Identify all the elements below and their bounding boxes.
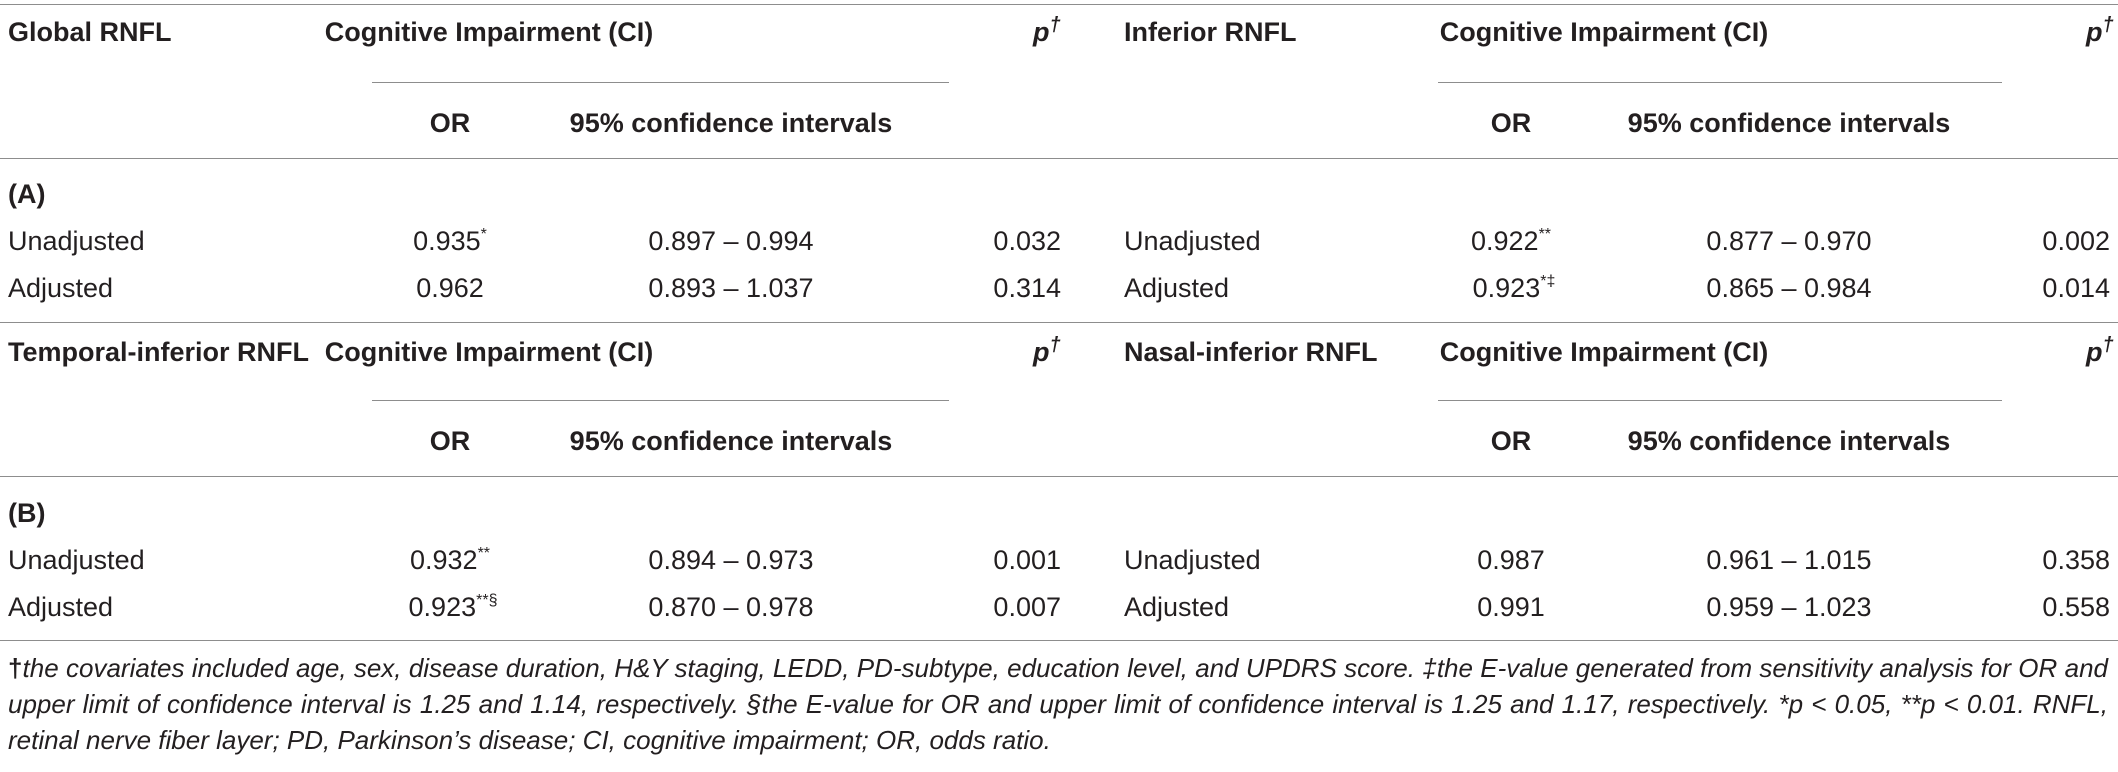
odds-ratio-cell: 0.991 bbox=[1477, 592, 1545, 622]
row-label-header: Nasal-inferior RNFL bbox=[1124, 337, 1378, 367]
or-header: OR bbox=[1490, 426, 1532, 456]
ci-cell: 0.893 – 1.037 bbox=[648, 273, 814, 303]
row-label-header: Global RNFL bbox=[8, 17, 172, 47]
row-label: Unadjusted bbox=[1124, 226, 1261, 256]
p-value-cell: 0.358 bbox=[2042, 545, 2110, 575]
section-label: (B) bbox=[8, 498, 46, 528]
group-header-rule bbox=[1438, 82, 2002, 83]
p-value-cell: 0.314 bbox=[993, 273, 1061, 303]
p-header: p† bbox=[1033, 334, 1061, 367]
odds-ratio-cell: 0.932** bbox=[409, 545, 491, 575]
ci-header: 95% confidence intervals bbox=[569, 426, 893, 456]
or-header: OR bbox=[429, 426, 471, 456]
p-value-cell: 0.007 bbox=[993, 592, 1061, 622]
row-label: Adjusted bbox=[8, 273, 114, 303]
header-bottom-rule bbox=[0, 476, 2118, 477]
header-bottom-rule bbox=[0, 158, 2118, 159]
group-header: Cognitive Impairment (CI) bbox=[1439, 17, 1769, 47]
section-label: (A) bbox=[8, 179, 46, 209]
odds-ratio-cell: 0.962 bbox=[416, 273, 484, 303]
ci-header: 95% confidence intervals bbox=[1627, 426, 1951, 456]
ci-header: 95% confidence intervals bbox=[1627, 108, 1951, 138]
ci-header: 95% confidence intervals bbox=[569, 108, 893, 138]
ci-cell: 0.870 – 0.978 bbox=[648, 592, 814, 622]
odds-ratio-cell: 0.935* bbox=[413, 226, 487, 256]
p-header: p† bbox=[1033, 14, 1061, 47]
ci-cell: 0.959 – 1.023 bbox=[1706, 592, 1872, 622]
p-value-cell: 0.002 bbox=[2042, 226, 2110, 256]
p-header: p† bbox=[2086, 14, 2114, 47]
p-value-cell: 0.032 bbox=[993, 226, 1061, 256]
odds-ratio-cell: 0.987 bbox=[1477, 545, 1545, 575]
odds-ratio-cell: 0.923*‡ bbox=[1472, 273, 1556, 303]
group-header: Cognitive Impairment (CI) bbox=[324, 337, 654, 367]
or-header: OR bbox=[1490, 108, 1532, 138]
odds-ratio-cell: 0.923**§ bbox=[408, 592, 498, 622]
group-header: Cognitive Impairment (CI) bbox=[1439, 337, 1769, 367]
footnote-text: the covariates included age, sex, diseas… bbox=[8, 653, 2108, 755]
table-bottom-rule bbox=[0, 640, 2118, 641]
group-header-rule bbox=[372, 82, 949, 83]
row-label: Adjusted bbox=[8, 592, 114, 622]
group-header-rule bbox=[372, 400, 949, 401]
table-footnote: †the covariates included age, sex, disea… bbox=[8, 650, 2108, 758]
ci-cell: 0.897 – 0.994 bbox=[648, 226, 814, 256]
p-value-cell: 0.001 bbox=[993, 545, 1061, 575]
group-header: Cognitive Impairment (CI) bbox=[324, 17, 654, 47]
ci-cell: 0.865 – 0.984 bbox=[1706, 273, 1872, 303]
row-label-header: Inferior RNFL bbox=[1124, 17, 1297, 47]
odds-ratio-cell: 0.922** bbox=[1470, 226, 1552, 256]
ci-cell: 0.961 – 1.015 bbox=[1706, 545, 1872, 575]
row-label: Unadjusted bbox=[1124, 545, 1261, 575]
ci-cell: 0.894 – 0.973 bbox=[648, 545, 814, 575]
row-label: Unadjusted bbox=[8, 545, 145, 575]
ci-cell: 0.877 – 0.970 bbox=[1706, 226, 1872, 256]
p-value-cell: 0.558 bbox=[2042, 592, 2110, 622]
row-label: Unadjusted bbox=[8, 226, 145, 256]
row-label: Adjusted bbox=[1124, 592, 1230, 622]
footnote-dagger: † bbox=[8, 653, 23, 683]
table-top-rule bbox=[0, 4, 2118, 5]
block-separator-rule bbox=[0, 322, 2118, 323]
p-value-cell: 0.014 bbox=[2042, 273, 2110, 303]
row-label: Adjusted bbox=[1124, 273, 1230, 303]
row-label-header: Temporal-inferior RNFL bbox=[8, 337, 310, 367]
p-header: p† bbox=[2086, 334, 2114, 367]
or-header: OR bbox=[429, 108, 471, 138]
group-header-rule bbox=[1438, 400, 2002, 401]
